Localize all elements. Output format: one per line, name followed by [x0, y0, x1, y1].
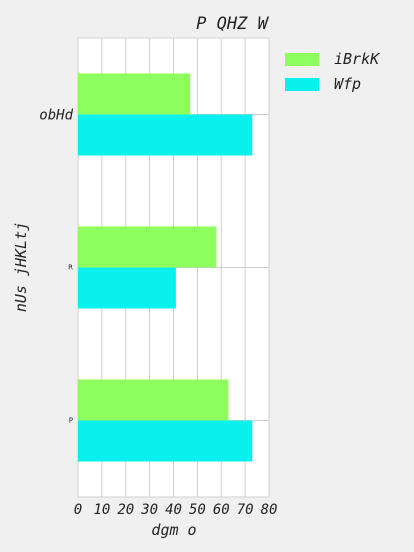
legend-swatch: [285, 53, 319, 66]
bar-iBrkK-obHd: [78, 73, 191, 115]
bar-Wfp-P: [78, 420, 253, 462]
x-tick-labels: 0 10 20 30 40 50 60 70 80: [74, 502, 278, 518]
chart-title: P QHZ W: [196, 14, 269, 34]
x-tick-label: 0: [74, 502, 82, 518]
bar-Wfp-R: [78, 267, 176, 309]
x-axis-label: dgm o: [151, 521, 196, 539]
legend: iBrkK Wfp: [285, 50, 380, 93]
legend-swatch: [285, 78, 319, 91]
x-tick-label: 30: [140, 502, 158, 518]
x-tick-label: 10: [93, 502, 110, 518]
x-tick-label: 80: [261, 502, 278, 518]
bar-iBrkK-R: [78, 226, 217, 268]
bar-Wfp-obHd: [78, 114, 253, 156]
x-tick-label: 50: [189, 502, 206, 518]
legend-label: Wfp: [334, 75, 361, 93]
legend-label: iBrkK: [334, 50, 380, 68]
y-tick-labels: obHd R P: [39, 108, 73, 425]
x-tick-label: 40: [165, 502, 182, 518]
x-tick-label: 60: [213, 502, 230, 518]
x-tick-label: 20: [117, 502, 134, 518]
bars: [78, 73, 253, 462]
bar-iBrkK-P: [78, 379, 229, 421]
x-tick-label: 70: [237, 502, 254, 518]
y-axis-label: nUs jHKLtj: [12, 222, 30, 312]
y-tick-label: obHd: [39, 108, 73, 124]
y-tick-label: R: [68, 264, 73, 272]
y-tick-label: P: [69, 417, 73, 425]
